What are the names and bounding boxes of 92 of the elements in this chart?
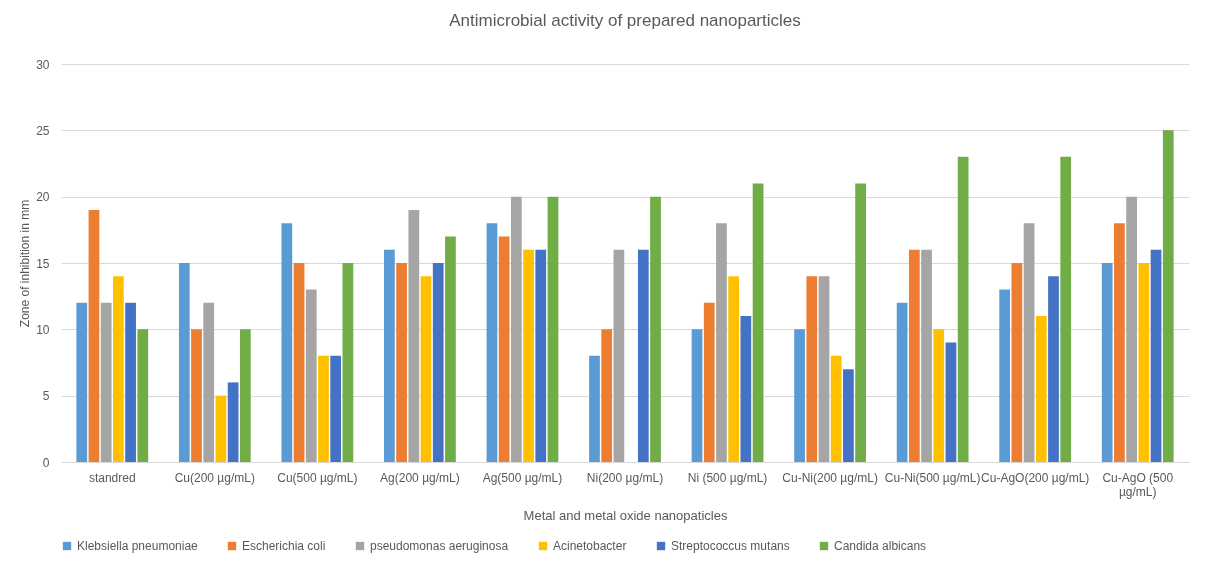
x-tick-label: Cu-AgO (500 µg/mL): [1102, 470, 1174, 499]
legend-label: Candida albicans: [834, 539, 927, 553]
y-axis-title: Zone of inhibition in mm: [18, 199, 33, 328]
y-tick-label: 20: [36, 190, 50, 205]
legend-label: pseudomonas aeruginosa: [370, 539, 509, 553]
bar: [716, 223, 727, 462]
x-tick-label: Cu(500 µg/mL): [277, 470, 358, 485]
bar: [1162, 130, 1174, 462]
bar: [613, 249, 625, 462]
bar: [855, 183, 866, 462]
bar: [318, 355, 329, 462]
bar: [100, 302, 112, 462]
bar: [601, 329, 613, 462]
bar: [113, 276, 124, 462]
x-tick-label: Cu-Ni(200 µg/mL): [782, 470, 878, 485]
legend-label: Klebsiella pneumoniae: [77, 539, 199, 553]
y-tick-label: 10: [36, 322, 50, 337]
bar: [818, 276, 830, 462]
legend-label: Acinetobacter: [553, 539, 627, 553]
bar: [637, 249, 649, 462]
y-tick-label: 30: [36, 57, 50, 72]
bar: [191, 329, 202, 462]
bar: [908, 249, 920, 462]
x-tick-label: Ni(200 µg/mL): [586, 470, 664, 485]
bar: [137, 329, 149, 462]
x-axis-title: Metal and metal oxide nanopaticles: [523, 507, 728, 523]
legend-label: Escherichia coli: [242, 539, 326, 553]
x-tick-label: Cu-Ni(500 µg/mL): [884, 470, 981, 485]
bar: [921, 249, 932, 462]
bar: [1101, 263, 1113, 462]
bar: [740, 316, 752, 462]
bar: [342, 263, 354, 462]
bar: [1114, 223, 1125, 462]
bar: [589, 355, 600, 462]
bar: [547, 196, 559, 462]
bar: [933, 329, 945, 462]
y-tick-label: 25: [36, 123, 50, 138]
legend-label: Streptococcus mutans: [671, 539, 790, 553]
bar: [305, 289, 317, 462]
bar: [794, 329, 805, 462]
y-tick-label: 5: [42, 389, 50, 404]
bar: [523, 249, 534, 462]
bar: [843, 369, 854, 462]
bar: [703, 302, 715, 462]
y-tick-label: 15: [36, 256, 50, 271]
bar: [830, 355, 842, 462]
x-tick-label: Cu-AgO(200 µg/mL): [981, 470, 1090, 485]
bar: [178, 263, 190, 462]
bar: [1023, 223, 1035, 462]
bar: [498, 236, 510, 462]
bar: [1011, 263, 1023, 462]
x-tick-label: Ag(200 µg/mL): [380, 470, 460, 485]
bar: [88, 209, 100, 462]
bar: [1048, 276, 1059, 462]
bar: [945, 342, 957, 462]
bar: [227, 382, 239, 462]
bar: [691, 329, 703, 462]
bar: [203, 302, 215, 462]
bar: [281, 223, 293, 462]
bar: [806, 276, 818, 462]
bar: [1138, 263, 1150, 462]
x-tick-label: Ag(500 µg/mL): [482, 470, 563, 485]
chart-title: Antimicrobial activity of prepared nanoparticles: [449, 11, 801, 30]
bar: [510, 196, 522, 462]
x-tick-label: Cu(200 µg/mL): [174, 470, 255, 485]
bar: [1035, 316, 1047, 462]
bar: [650, 196, 661, 462]
bar: [408, 209, 420, 462]
bar: [396, 263, 407, 462]
bar: [486, 223, 498, 462]
bar: [76, 302, 88, 462]
bar: [384, 249, 395, 462]
bar: [535, 249, 547, 462]
bar: [1126, 196, 1137, 462]
bar: [293, 263, 305, 462]
y-tick-label: 0: [42, 455, 50, 470]
bar: [999, 289, 1011, 462]
bar: [125, 302, 136, 462]
bar: [752, 183, 764, 462]
bar: [728, 276, 740, 462]
bar: [1060, 156, 1072, 462]
bar: [445, 236, 456, 462]
bar: [432, 263, 444, 462]
bar: [239, 329, 251, 462]
bar: [215, 395, 227, 462]
bar: [1150, 249, 1162, 462]
bar: [330, 355, 342, 462]
bar: [957, 156, 969, 462]
bar: [420, 276, 432, 462]
bar: [896, 302, 908, 462]
x-tick-label: Ni (500 µg/mL): [687, 470, 768, 485]
x-tick-label: standred: [88, 470, 136, 485]
